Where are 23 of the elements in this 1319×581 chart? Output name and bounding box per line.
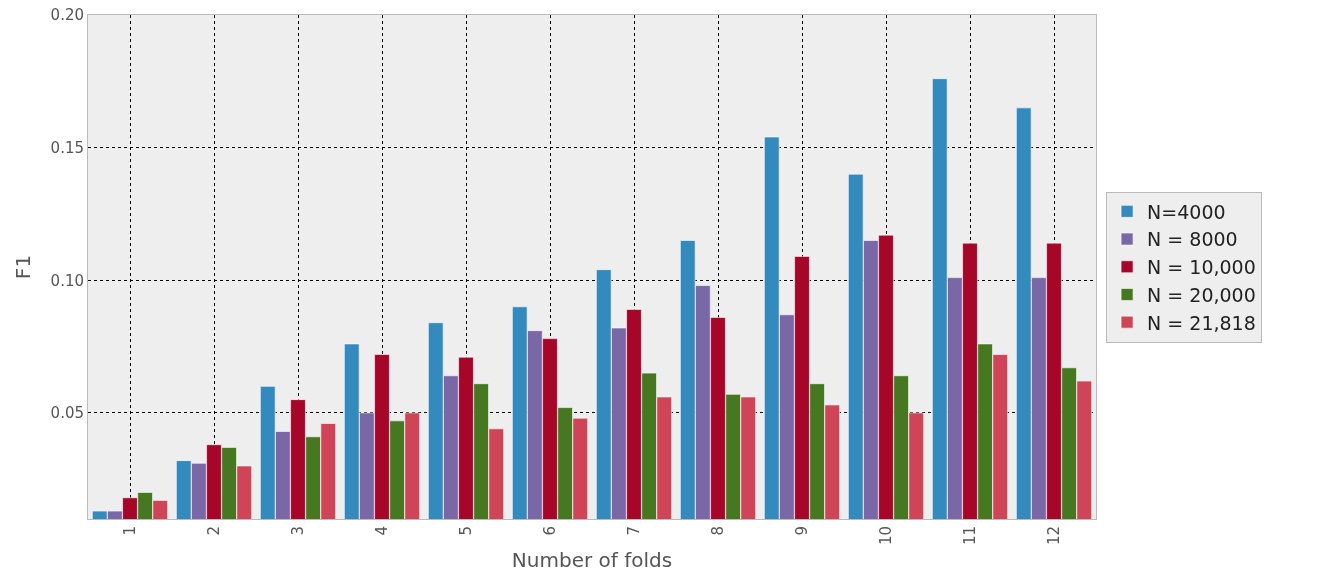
x-tick-label: 6 xyxy=(540,526,559,536)
y-tick-label: 0.10 xyxy=(50,271,84,290)
x-tick-label: 11 xyxy=(960,526,979,546)
x-tick-label: 10 xyxy=(876,526,895,546)
x-tick-label: 9 xyxy=(792,526,811,536)
y-axis-title: F1 xyxy=(11,254,36,280)
x-tick-label: 8 xyxy=(708,526,727,536)
x-tick-label: 1 xyxy=(120,526,139,536)
x-tick-label: 5 xyxy=(456,526,475,536)
x-tick-label: 3 xyxy=(288,526,307,536)
x-tick-label: 4 xyxy=(372,526,391,536)
x-axis-title: Number of folds xyxy=(511,547,673,572)
legend-label: N=4000 xyxy=(1147,200,1226,223)
x-tick-label: 12 xyxy=(1044,526,1063,546)
legend-label: N = 8000 xyxy=(1147,228,1238,251)
y-tick-label: 0.20 xyxy=(50,6,84,25)
legend-label: N = 21,818 xyxy=(1147,311,1256,334)
y-tick-label: 0.15 xyxy=(50,138,84,157)
x-tick-label: 7 xyxy=(624,526,643,536)
legend-label: N = 10,000 xyxy=(1147,256,1256,279)
y-tick-label: 0.05 xyxy=(50,404,84,423)
x-tick-label: 2 xyxy=(204,526,223,536)
legend-label: N = 20,000 xyxy=(1147,283,1256,306)
